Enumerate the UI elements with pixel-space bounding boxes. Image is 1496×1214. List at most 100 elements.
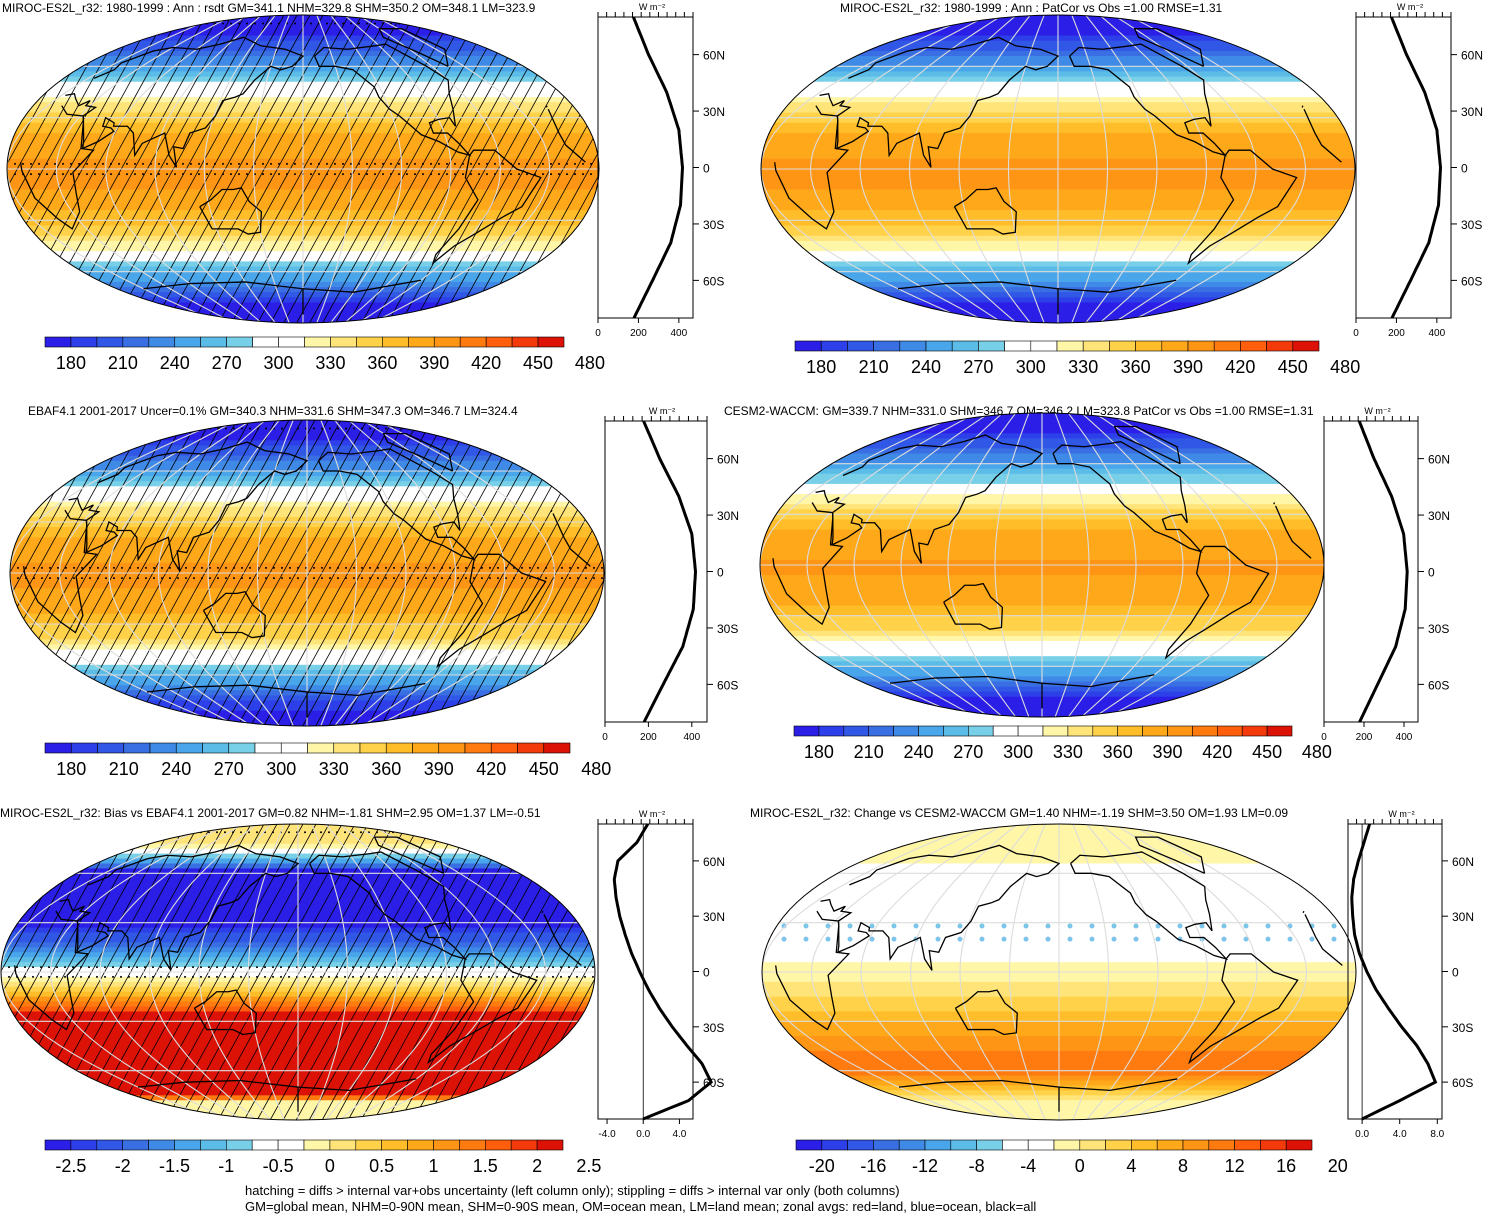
colorbar-swatch	[438, 742, 466, 754]
stipple-dot	[64, 831, 66, 834]
colorbar-tick-label: 450	[523, 353, 553, 373]
graticule	[1, 824, 595, 1120]
stipple-dot	[14, 22, 16, 25]
colorbar-tick-label: -2	[115, 1156, 131, 1176]
stipple-dot	[486, 162, 488, 165]
stipple-dot	[97, 577, 99, 580]
stipple-dot	[201, 427, 203, 430]
stipple-dot	[65, 577, 67, 580]
stipple-dot	[464, 831, 466, 834]
stipple-dot	[246, 162, 248, 165]
stipple-dot	[86, 173, 88, 176]
stipple-dot	[552, 966, 554, 969]
coastline	[1301, 105, 1304, 108]
colorbar-tick-label: 2	[532, 1156, 542, 1176]
stipple-dot	[320, 975, 322, 978]
stipple-dot	[232, 966, 234, 969]
stipple-dot	[529, 577, 531, 580]
stipple-dot	[470, 22, 472, 25]
stipple-dot	[262, 162, 264, 165]
stipple-dot	[979, 936, 985, 942]
coastline	[897, 281, 1059, 315]
stipple-dot	[273, 566, 275, 569]
stipple-dot	[569, 577, 571, 580]
colorbar-swatch	[1017, 725, 1044, 737]
stipple-dot	[542, 173, 544, 176]
colorbar-tick-label: 0	[1075, 1156, 1085, 1176]
stipple-dot	[54, 173, 56, 176]
coastline	[774, 105, 850, 230]
stipple-dot	[313, 577, 315, 580]
colorbar-tick-label: 240	[160, 353, 190, 373]
stipple-dot	[126, 173, 128, 176]
stipple-dot	[390, 162, 392, 165]
colorbar-swatch	[968, 725, 994, 737]
colorbar-tick-label: 210	[109, 759, 139, 779]
coastline	[373, 836, 445, 874]
stipple-dot	[534, 162, 536, 165]
colorbar-swatch	[1135, 340, 1163, 352]
stipple-dot	[416, 975, 418, 978]
stipple-dot	[64, 975, 66, 978]
stipple-dot	[358, 162, 360, 165]
colorbar-tick-label: 270	[953, 742, 983, 762]
map-field	[762, 824, 1356, 1120]
colorbar-swatch	[843, 725, 870, 737]
colorbar-swatch	[1053, 1139, 1081, 1151]
stipple-dot	[441, 577, 443, 580]
stipple-dot	[129, 427, 131, 430]
stipple-dot	[1265, 936, 1271, 942]
stipple-dot	[440, 975, 442, 978]
zonal-lat-label: 30S	[717, 622, 738, 636]
stipple-dot	[385, 566, 387, 569]
colorbar-swatch	[1067, 725, 1094, 737]
map-border	[760, 14, 1356, 324]
colorbar-tick-label: 330	[1053, 742, 1083, 762]
stipple-dot	[513, 427, 515, 430]
stipple-dot	[16, 831, 18, 834]
stipple-dot	[473, 566, 475, 569]
zonal-lat-label: 60S	[703, 274, 724, 288]
stipple-dot	[1001, 936, 1007, 942]
colorbar-tick-label: 330	[319, 759, 349, 779]
stipple-dot	[160, 975, 162, 978]
stipple-dot	[182, 22, 184, 25]
stipple-dot	[534, 22, 536, 25]
zonal-lat-label: 0	[717, 566, 724, 580]
panel-title: CESM2-WACCM: GM=339.7 NHM=331.0 SHM=346.…	[724, 404, 1314, 418]
stipple-dot	[582, 173, 584, 176]
graticule-meridian	[1126, 15, 1307, 323]
stipple-dot	[241, 427, 243, 430]
stipple-dot	[590, 173, 592, 176]
stipple-dot	[803, 936, 809, 942]
graticule	[762, 824, 1356, 1120]
stipple-dot	[590, 162, 592, 165]
coastline	[1113, 425, 1181, 465]
colorbar-swatch	[1105, 1139, 1132, 1151]
stipple-dot	[576, 831, 578, 834]
colorbar-tick-label: -0.5	[263, 1156, 294, 1176]
graticule-meridian	[1127, 824, 1308, 1120]
colorbar-swatch	[44, 336, 72, 348]
stipple-dot	[158, 22, 160, 25]
colorbar-swatch	[70, 742, 98, 754]
stipple-dot	[601, 577, 603, 580]
coastline	[382, 432, 454, 472]
stipple-dot	[550, 173, 552, 176]
stipple-dot	[312, 975, 314, 978]
coastline	[199, 187, 263, 235]
stipple-dot	[478, 22, 480, 25]
stipple-dot	[424, 831, 426, 834]
stipple-dot	[310, 173, 312, 176]
stipple-dot	[352, 975, 354, 978]
stipple-dot	[297, 566, 299, 569]
colorbar-swatch	[148, 336, 176, 348]
coastline	[23, 509, 99, 634]
colorbar-swatch	[1142, 725, 1168, 737]
zonal-units: W m⁻²	[639, 2, 665, 12]
stipple-dot	[518, 162, 520, 165]
stipple-dot	[392, 975, 394, 978]
colorbar-swatch	[44, 742, 72, 754]
stipple-dot	[577, 566, 579, 569]
stipple-dot	[281, 577, 283, 580]
